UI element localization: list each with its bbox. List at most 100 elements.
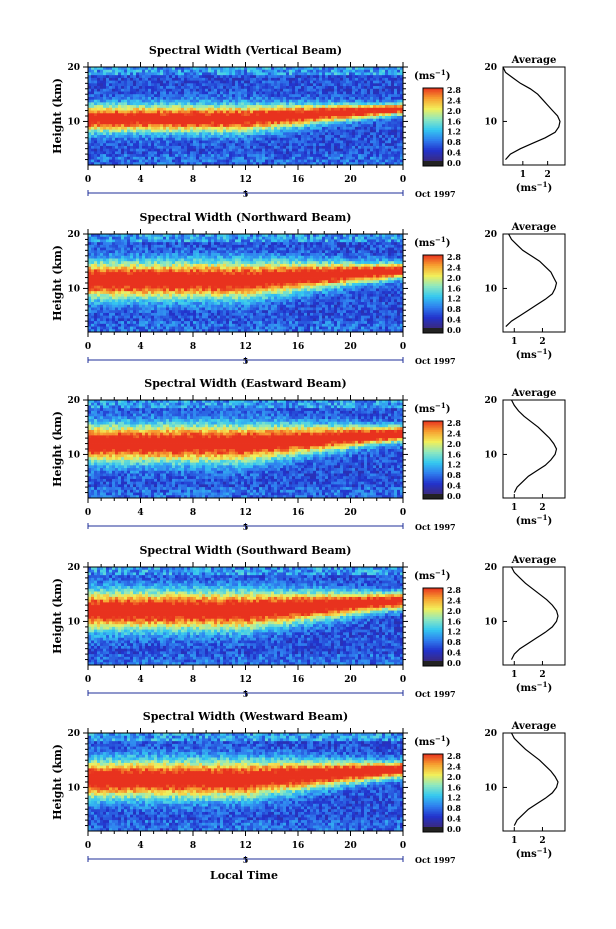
heatmap-cell [367,118,371,122]
heatmap-cell [322,94,326,98]
heatmap-cell [319,77,323,82]
heatmap-cell [160,156,164,160]
heatmap-cell [211,135,215,139]
heatmap-cell [262,255,266,259]
heatmap-cell [310,121,314,125]
heatmap-cell [244,107,248,111]
heatmap-cell [337,253,341,257]
heatmap-cell [226,140,230,144]
heatmap-cell [388,151,392,155]
heatmap-cell [253,250,257,254]
heatmap-cell [400,159,404,163]
heatmap-cell [256,148,260,152]
heatmap-cell [265,72,269,76]
heatmap-cell [265,99,269,103]
heatmap-cell [169,244,173,249]
heatmap-cell [277,67,281,71]
heatmap-cell [208,154,212,158]
heatmap-cell [205,148,209,152]
heatmap-cell [109,77,113,82]
heatmap-cell [151,69,155,73]
heatmap-cell [361,156,365,160]
heatmap-cell [253,239,257,243]
heatmap-cell [391,110,395,114]
heatmap-cell [187,107,191,111]
heatmap-cell [232,253,236,257]
heatmap-cell [196,69,200,73]
heatmap-cell [124,77,128,82]
heatmap-cell [133,83,137,87]
heatmap-cell [208,255,212,259]
heatmap-cell [88,102,92,106]
heatmap-cell [202,67,206,71]
heatmap-cell [370,118,374,122]
heatmap-cell [193,110,197,114]
heatmap-cell [106,132,110,136]
heatmap-cell [274,162,278,166]
heatmap-cell [292,154,296,158]
heatmap-cell [121,253,125,257]
heatmap-cell [160,86,164,90]
heatmap-cell [151,80,155,84]
heatmap-cell [325,96,329,101]
heatmap-cell [172,156,176,160]
heatmap-cell [211,253,215,257]
heatmap-cell [151,94,155,98]
heatmap-cell [343,67,347,71]
heatmap-cell [208,244,212,249]
heatmap-cell [220,94,224,98]
heatmap-cell [127,77,131,82]
heatmap-cell [364,244,368,249]
heatmap-cell [109,132,113,136]
heatmap-cell [283,102,287,106]
heatmap-cell [226,118,230,122]
heatmap-cell [148,107,152,111]
heatmap-cell [307,148,311,152]
heatmap-cell [358,159,362,163]
heatmap-cell [298,75,302,79]
heatmap-cell [256,126,260,131]
heatmap-cell [211,162,215,166]
heatmap-cell [361,148,365,152]
heatmap-cell [343,234,347,238]
heatmap-cell [268,105,272,109]
heatmap-cell [394,247,398,251]
heatmap-cell [259,137,263,141]
heatmap-cell [310,244,314,249]
heatmap-cell [97,154,101,158]
heatmap-cell [262,129,266,133]
heatmap-cell [121,143,125,147]
heatmap-cell [235,91,239,95]
heatmap-cell [127,121,131,125]
heatmap-cell [139,69,143,73]
heatmap-cell [166,242,170,246]
heatmap-cell [388,242,392,246]
heatmap-cell [334,113,338,117]
heatmap-cell [130,151,134,155]
heatmap-cell [388,86,392,90]
heatmap-cell [316,118,320,122]
heatmap-cell [121,96,125,101]
heatmap-cell [211,69,215,73]
heatmap-cell [130,159,134,163]
heatmap-cell [259,113,263,117]
heatmap-cell [157,236,161,240]
heatmap-cell [178,67,182,71]
heatmap-cell [304,88,308,92]
heatmap-cell [220,129,224,133]
heatmap-cell [106,107,110,111]
heatmap-cell [130,258,134,262]
heatmap-cell [217,124,221,128]
heatmap-cell [364,137,368,141]
heatmap-cell [328,118,332,122]
heatmap-cell [289,75,293,79]
heatmap-cell [214,107,218,111]
heatmap-cell [391,135,395,139]
heatmap-cell [271,135,275,139]
heatmap-cell [214,236,218,240]
heatmap-cell [373,88,377,92]
heatmap-cell [298,129,302,133]
heatmap-cell [385,99,389,103]
heatmap-cell [322,244,326,249]
heatmap-cell [196,250,200,254]
